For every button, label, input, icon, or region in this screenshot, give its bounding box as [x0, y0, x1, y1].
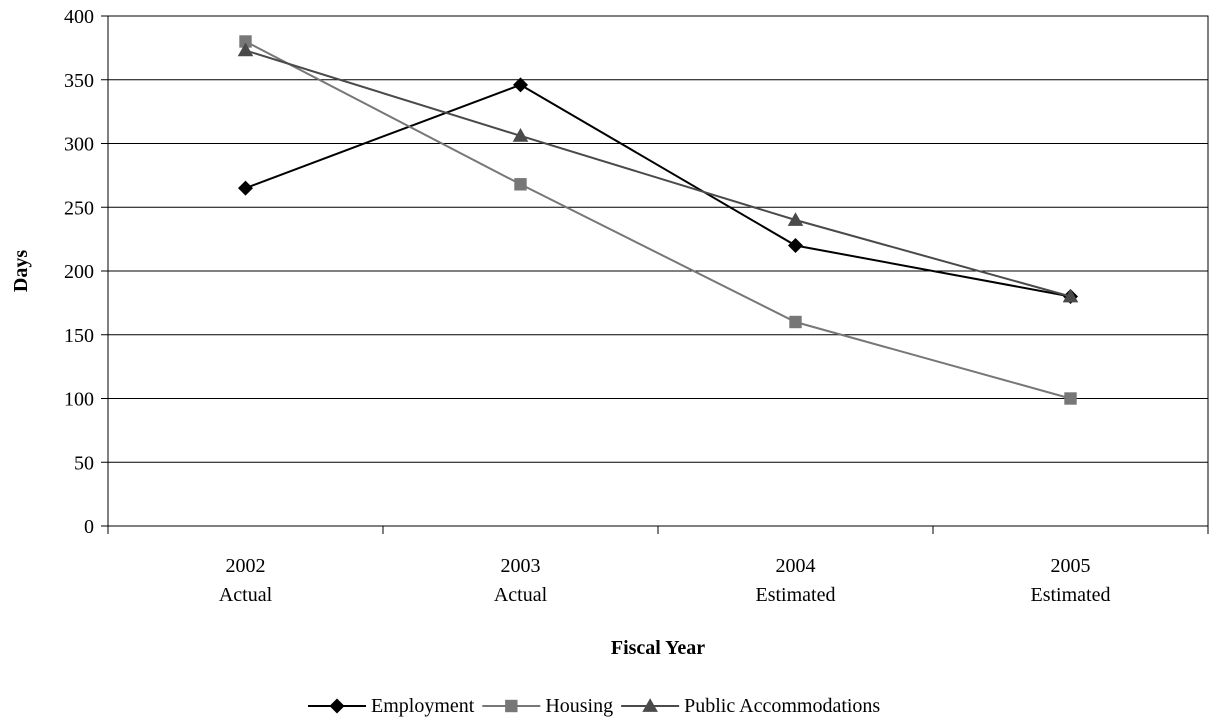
data-point-employment	[513, 77, 528, 93]
legend-marker-public-accommodations	[642, 698, 658, 712]
legend-label-employment: Employment	[371, 695, 475, 717]
y-tick-label: 300	[64, 134, 94, 156]
legend-label-public-accommodations: Public Accommodations	[684, 695, 880, 717]
y-tick-label: 0	[84, 516, 94, 538]
x-tick-label-line: Estimated	[756, 584, 836, 606]
series-employment	[238, 77, 1078, 304]
legend-item-employment: Employment	[308, 695, 475, 717]
y-axis-title: Days	[10, 250, 32, 292]
data-point-housing	[514, 178, 527, 191]
series-public-accommodations	[237, 42, 1079, 303]
x-tick-label: 2005 Estimated	[1031, 555, 1111, 606]
x-tick-label-line: Actual	[494, 584, 548, 606]
x-tick-label: 2003 Actual	[494, 555, 548, 606]
y-tick-label: 400	[64, 6, 94, 28]
legend-item-public-accommodations: Public Accommodations	[621, 695, 880, 717]
x-tick-label: 2004 Estimated	[756, 555, 836, 606]
legend: Employment Housing Public Accommodations	[308, 695, 880, 717]
gridlines	[108, 79, 1208, 463]
x-axis-title: Fiscal Year	[611, 637, 705, 659]
x-tick-label-line: Actual	[219, 584, 273, 606]
series-housing	[239, 35, 1077, 405]
y-tick-label: 50	[74, 452, 94, 474]
tick-labels: 0 50 100 150 200 250 300 350 400 2002 Actual 2003 Ac…	[64, 6, 1110, 606]
series-line-housing	[245, 40, 1071, 400]
data-point-employment	[238, 180, 253, 196]
data-point-housing	[239, 35, 252, 48]
y-tick-label: 200	[64, 261, 94, 283]
data-point-housing	[1064, 392, 1077, 405]
data-point-public-accommodations	[787, 212, 804, 226]
series-line-public-accommodations	[245, 49, 1071, 298]
data-point-public-accommodations	[512, 128, 529, 142]
series-layer	[237, 35, 1079, 405]
x-tick-label-line: 2004	[776, 555, 816, 577]
legend-label-housing: Housing	[545, 695, 613, 717]
y-tick-label: 150	[64, 325, 94, 347]
series-line-employment	[245, 83, 1071, 298]
y-tick-label: 250	[64, 197, 94, 219]
data-point-public-accommodations	[1062, 288, 1079, 303]
legend-marker-housing	[505, 699, 518, 713]
y-tick-label: 100	[64, 389, 94, 411]
data-point-employment	[788, 238, 803, 253]
legend-item-housing: Housing	[482, 695, 613, 717]
axes	[101, 15, 1209, 534]
y-tick-label: 350	[64, 70, 94, 92]
x-tick-label: 2002 Actual	[219, 555, 273, 606]
x-tick-label-line: 2003	[501, 555, 541, 577]
data-point-public-accommodations	[237, 42, 254, 57]
x-tick-label-line: Estimated	[1031, 584, 1111, 606]
x-tick-label-line: 2005	[1051, 555, 1091, 577]
data-point-housing	[789, 315, 802, 329]
x-tick-label-line: 2002	[226, 555, 266, 577]
legend-marker-employment	[329, 698, 345, 714]
